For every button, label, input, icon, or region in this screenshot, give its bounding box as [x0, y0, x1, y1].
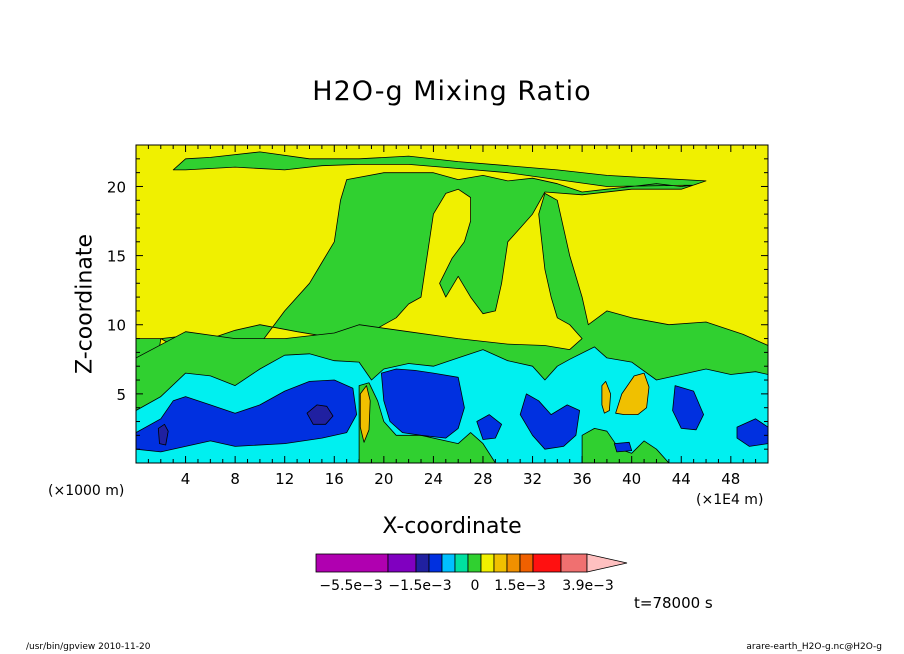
- colorbar-segment: [428, 553, 443, 573]
- contour-region-green: [136, 151, 707, 381]
- x-tick-label: 24: [424, 470, 443, 488]
- x-tick-label: 28: [473, 470, 492, 488]
- footer-left-text: /usr/bin/gpview 2010-11-20: [26, 642, 151, 652]
- colorbar-label: 1.5e−3: [494, 578, 546, 594]
- chart-title: H2O-g Mixing Ratio: [312, 76, 592, 107]
- contour-region-darkblue: [157, 423, 169, 446]
- y-tick-label: 20: [107, 178, 126, 196]
- colorbar-segment: [415, 553, 430, 573]
- colorbar-segment: [560, 553, 588, 573]
- x-tick-label: 40: [622, 470, 641, 488]
- y-tick-label: 5: [116, 386, 126, 404]
- contour-region-blue: [136, 379, 358, 453]
- colorbar-segment: [315, 553, 389, 573]
- x-unit-label: (×1000 m): [48, 483, 125, 499]
- x-tick-label: 48: [721, 470, 740, 488]
- plot-area: [136, 145, 768, 463]
- y-unit-label: (×1E4 m): [696, 492, 764, 508]
- colorbar-label: 0: [471, 578, 480, 594]
- x-tick-label: 20: [374, 470, 393, 488]
- x-axis-label: X-coordinate: [382, 514, 522, 539]
- colorbar-arrow: [586, 553, 628, 573]
- colorbar-segment: [532, 553, 562, 573]
- colorbar-segment: [506, 553, 521, 573]
- footer-right-text: arare-earth_H2O-g.nc@H2O-g: [746, 642, 882, 652]
- time-label: t=78000 s: [634, 594, 713, 612]
- colorbar-label: 3.9e−3: [562, 578, 614, 594]
- contour-region-blue: [736, 418, 768, 447]
- colorbar-segment: [441, 553, 456, 573]
- colorbar-label: −1.5e−3: [388, 578, 451, 594]
- colorbar-segment: [493, 553, 508, 573]
- x-tick-label: 44: [672, 470, 691, 488]
- x-tick-label: 8: [230, 470, 240, 488]
- x-tick-label: 16: [325, 470, 344, 488]
- y-tick-label: 10: [107, 317, 126, 335]
- contour-region-orange: [601, 380, 611, 414]
- x-tick-label: 36: [573, 470, 592, 488]
- contour-region-blue: [613, 441, 633, 453]
- colorbar-segment: [387, 553, 417, 573]
- contour-region-blue: [476, 414, 503, 440]
- colorbar-segment: [467, 553, 482, 573]
- colorbar-segment: [454, 553, 469, 573]
- colorbar-label: −5.5e−3: [319, 578, 382, 594]
- x-tick-label: 12: [275, 470, 294, 488]
- contour-region-blue: [519, 393, 580, 450]
- contour-region-darkblue: [306, 404, 334, 425]
- contour-region-blue: [380, 368, 465, 439]
- contour-region-orange: [359, 385, 371, 443]
- x-tick-label: 32: [523, 470, 542, 488]
- x-tick-label: 4: [181, 470, 191, 488]
- y-tick-label: 15: [107, 248, 126, 266]
- colorbar-segment: [519, 553, 534, 573]
- colorbar: −5.5e−3 −1.5e−3 0 1.5e−3 3.9e−3: [315, 553, 628, 594]
- plot-frame: [135, 144, 769, 464]
- contour-region-blue: [672, 385, 704, 431]
- contour-region-orange: [615, 372, 650, 416]
- colorbar-segment: [480, 553, 495, 573]
